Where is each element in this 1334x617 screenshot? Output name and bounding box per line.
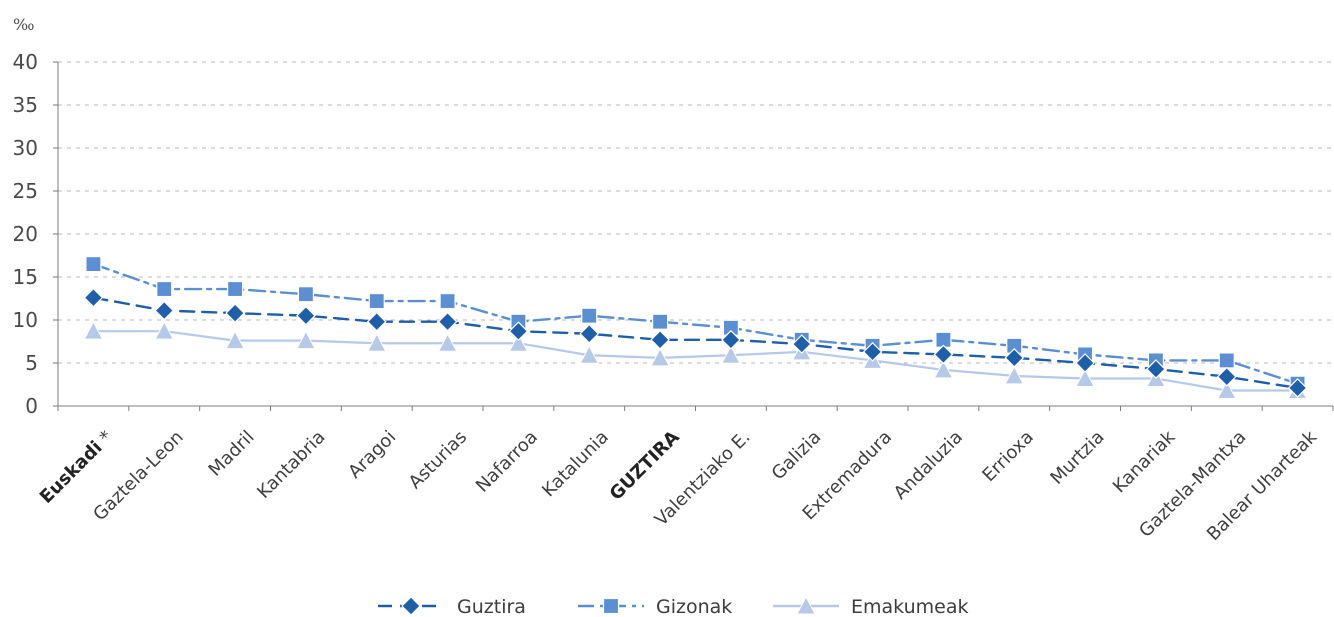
y-tick-label-0: 0 [25,394,38,418]
gizonak-point-16 [1218,352,1235,369]
emakumeak-point-9 [721,345,741,364]
emakumeak-point-6 [508,333,529,352]
legend-label-guztira: Guztira [457,596,526,617]
category-label-text: Murtzia [1046,427,1108,489]
guztira-point-3 [296,305,316,326]
guztira-point-8 [650,329,670,350]
category-label-7: Katalunia [538,427,613,502]
gizonak-point-8 [651,313,669,330]
category-label-10: Galizia [768,427,826,485]
category-label-text: Kanariak [1109,426,1180,497]
category-label-text: Nafarroa [472,427,542,497]
gizonak-point-0 [85,256,102,273]
guztira-point-13 [1004,347,1025,368]
category-label-14: Murtzia [1046,427,1108,489]
gizonak-point-3 [297,286,315,303]
gizonak-point-4 [368,292,385,310]
category-label-15: Kanariak [1109,426,1180,497]
legend-emakumeak-point-2 [796,595,816,615]
y-tick-label-25: 25 [13,179,38,203]
legend-label-emakumeak: Emakumeak [851,596,968,617]
legend-item-emakumeak: Emakumeak [773,595,968,617]
emakumeak-point-12 [933,359,954,379]
y-tick-label-15: 15 [13,265,38,289]
y-tick-label-10: 10 [13,308,38,332]
guztira-point-12 [933,344,954,365]
gizonak-point-5 [439,292,456,310]
category-label-text: Katalunia [538,427,613,502]
legend-item-gizonak: Gizonak [578,596,732,617]
guztira-series-line [92,296,1299,390]
legend: Guztira Gizonak Emakumeak [378,595,968,617]
series [83,256,1308,400]
emakumeak-point-4 [366,333,387,352]
emakumeak-point-1 [154,321,175,340]
category-label-text: Aragoi [344,427,400,483]
emakumeak-point-8 [650,347,670,367]
guztira-point-9 [721,329,741,350]
guztira-point-14 [1075,353,1095,373]
category-label-13: Errioxa [978,427,1037,486]
gizonak-series-line [92,262,1299,385]
category-label-2: Madril [205,427,259,481]
emakumeak-point-3 [296,330,316,350]
category-label-4: Aragoi [344,427,400,483]
emakumeak-point-14 [1075,368,1095,387]
axes: 0 5 10 15 20 25 30 35 40 [13,50,1334,418]
category-label-12: Andaluzia [890,427,967,504]
category-label-text: Kantabria [253,427,329,503]
gridlines [58,61,1333,364]
category-label-3: Kantabria [253,427,329,503]
guztira-point-10 [791,334,812,354]
y-axis-unit-label: ‰ [13,15,34,34]
category-label-5: Asturias [405,427,471,493]
category-label-text: Galizia [768,427,826,485]
y-tick-label-35: 35 [13,93,38,117]
legend-guztira-point-0 [401,596,421,616]
guztira-point-16 [1216,366,1237,387]
emakumeak-point-5 [437,333,458,352]
y-tick-label-20: 20 [13,222,38,246]
legend-label-gizonak: Gizonak [656,596,732,617]
category-label-8: GUZTIRA [606,427,684,505]
guztira-point-5 [437,311,458,332]
guztira-point-11 [862,341,883,362]
legend-item-guztira: Guztira [378,596,526,617]
guztira-point-2 [225,303,245,323]
emakumeak-point-13 [1004,365,1025,385]
emakumeak-point-0 [83,321,104,340]
gizonak-point-1 [156,280,173,298]
guztira-point-0 [83,287,104,308]
y-tick-label-30: 30 [13,136,38,160]
category-label-text: Madril [205,427,259,481]
gizonak-point-7 [581,307,598,324]
category-label-text: Asturias [405,427,471,493]
guztira-point-15 [1146,359,1166,379]
category-label-strong: Euskadi [36,437,107,508]
category-label-text: Andaluzia [890,427,967,504]
category-label-text: GUZTIRA [606,427,684,505]
category-label-text: Errioxa [978,427,1037,486]
guztira-point-7 [579,323,600,344]
legend-gizonak-point-1 [602,597,620,615]
category-label-6: Nafarroa [472,427,542,497]
gizonak-point-2 [226,280,244,298]
guztira-point-17 [1287,378,1308,398]
guztira-point-4 [366,311,387,332]
emakumeak-point-2 [225,330,245,350]
emakumeak-point-7 [579,345,600,364]
guztira-point-1 [154,300,175,321]
guztira-point-6 [508,321,529,342]
y-tick-label-5: 5 [25,351,38,375]
emakumeak-point-16 [1216,380,1237,400]
emakumeak-series-line [92,330,1299,392]
y-tick-label-40: 40 [13,50,38,74]
